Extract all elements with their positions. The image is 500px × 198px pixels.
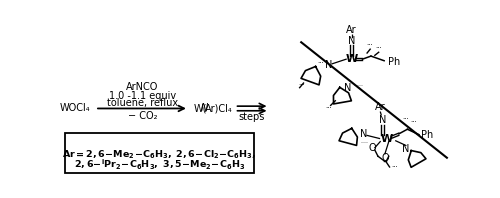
Text: Ph: Ph xyxy=(422,130,434,140)
Text: N: N xyxy=(402,144,409,154)
Text: N: N xyxy=(201,104,208,113)
Text: ···: ··· xyxy=(410,119,417,125)
Text: N: N xyxy=(344,83,352,93)
Text: 1.0 -1.1 equiv: 1.0 -1.1 equiv xyxy=(109,91,176,101)
Text: ···: ··· xyxy=(391,164,398,170)
Text: ···: ··· xyxy=(366,42,373,48)
Text: ····: ···· xyxy=(360,141,368,146)
Text: ···: ··· xyxy=(298,82,304,88)
Text: O: O xyxy=(368,143,376,153)
Text: $\mathbf{2,6\!-\!{}^{i}Pr_2\!-\!C_6H_3,\ 3,5\!-\!Me_2\!-\!C_6H_3}$: $\mathbf{2,6\!-\!{}^{i}Pr_2\!-\!C_6H_3,\… xyxy=(74,158,245,172)
Text: Ar)Cl₄: Ar)Cl₄ xyxy=(205,104,233,113)
Text: W(: W( xyxy=(194,104,207,113)
Text: ···: ··· xyxy=(402,116,409,122)
Text: W: W xyxy=(380,134,392,144)
Text: steps: steps xyxy=(238,112,265,122)
Text: ArNCO: ArNCO xyxy=(126,82,158,92)
Text: Ar: Ar xyxy=(346,25,357,35)
Text: toluene, reflux: toluene, reflux xyxy=(107,98,178,108)
Text: N: N xyxy=(326,60,333,70)
Text: Ar: Ar xyxy=(375,102,386,112)
Bar xyxy=(65,133,254,173)
Text: WOCl₄: WOCl₄ xyxy=(60,104,90,113)
Text: N: N xyxy=(348,36,356,47)
Text: O: O xyxy=(381,153,388,163)
Text: N: N xyxy=(360,129,367,139)
Text: ·····: ····· xyxy=(353,83,363,88)
Text: Ph: Ph xyxy=(388,57,400,67)
Text: $\mathbf{Ar = 2,6\!-\!Me_2\!-\!C_6H_3,\ 2,6\!-\!Cl_2\!-\!C_6H_3,}$: $\mathbf{Ar = 2,6\!-\!Me_2\!-\!C_6H_3,\ … xyxy=(62,148,256,161)
Text: − CO₂: − CO₂ xyxy=(128,111,157,121)
Text: ···: ··· xyxy=(326,105,332,111)
Text: N: N xyxy=(379,115,386,125)
Text: ···: ··· xyxy=(376,45,382,51)
Text: ···: ··· xyxy=(318,60,324,66)
Text: W: W xyxy=(346,54,358,64)
